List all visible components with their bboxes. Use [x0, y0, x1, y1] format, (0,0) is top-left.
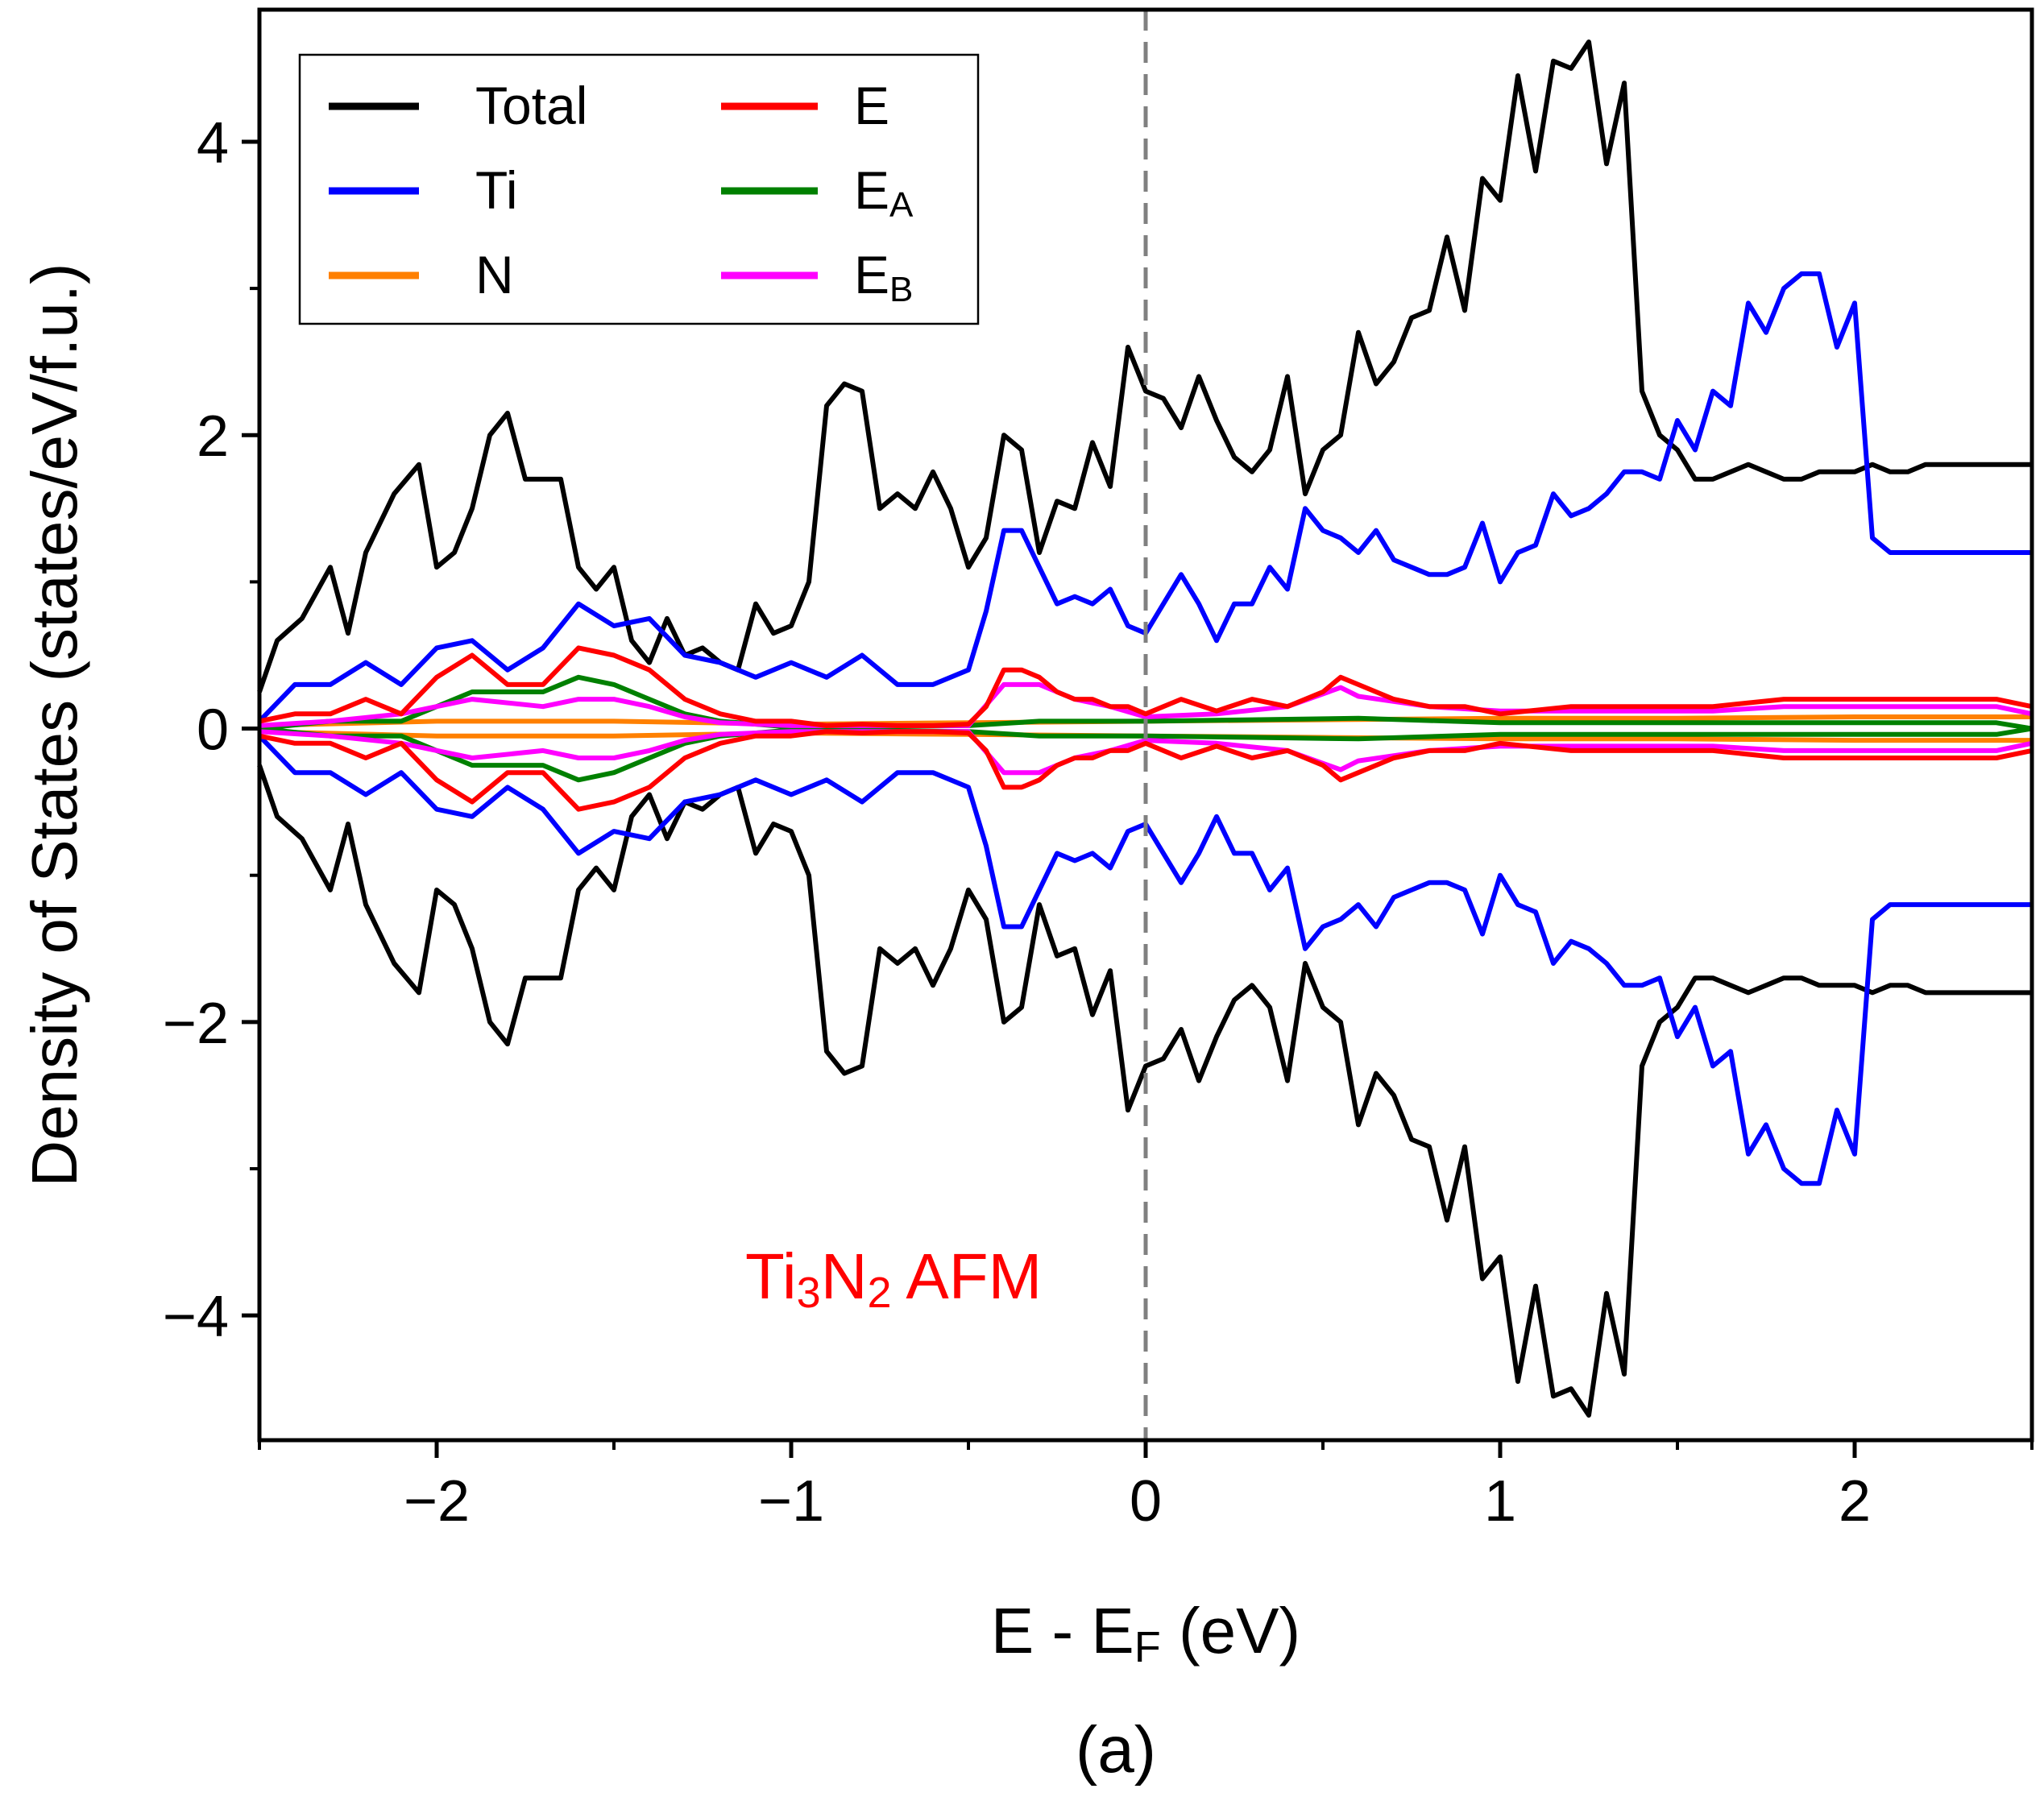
- legend-item-n: N: [329, 245, 514, 304]
- x-axis-label: E - EF (eV): [991, 1595, 1300, 1671]
- annotation-part-3: AFM: [892, 1240, 1043, 1312]
- x-tick-label: −2: [404, 1469, 470, 1534]
- plot-area: [257, 7, 2034, 1443]
- axis-ticks: −2 −1 0 1 2 −4 −2 0 2 4: [163, 111, 2034, 1534]
- legend-label-eb-main: E: [854, 245, 889, 304]
- x-tick-label: 1: [1484, 1469, 1516, 1534]
- series-total-spin-down: [257, 764, 2032, 1418]
- series-e-spin-down: [259, 729, 2033, 812]
- legend-item-eb: EB: [721, 245, 913, 309]
- legend-item-e: E: [721, 76, 889, 135]
- material-annotation: Ti3N2 AFM: [745, 1240, 1042, 1317]
- legend-label-eb-sub: B: [889, 270, 913, 309]
- legend-label-eb: EB: [854, 245, 913, 309]
- annotation-sub-2: 2: [868, 1269, 892, 1317]
- y-tick-label: −2: [163, 992, 229, 1056]
- y-tick-label: −4: [163, 1285, 229, 1349]
- legend-label-ea: EA: [854, 160, 914, 225]
- annotation-part-1: Ti: [745, 1240, 797, 1312]
- annotation-part-2: N: [821, 1240, 868, 1312]
- legend-label-total: Total: [475, 76, 587, 135]
- y-tick-label: 4: [197, 111, 229, 176]
- y-axis-label: Density of States (states/eV/f.u.): [19, 263, 90, 1186]
- annotation-sub-1: 3: [797, 1269, 821, 1317]
- legend-label-ti: Ti: [475, 160, 518, 220]
- legend-item-ea: EA: [721, 160, 914, 225]
- legend-label-n: N: [475, 245, 514, 304]
- x-tick-label: 0: [1130, 1469, 1162, 1534]
- legend-label-ea-main: E: [854, 160, 889, 220]
- y-tick-label: 2: [197, 404, 229, 469]
- legend-item-total: Total: [329, 76, 587, 135]
- x-axis-label-sub: F: [1134, 1623, 1161, 1671]
- legend-item-ti: Ti: [329, 160, 518, 220]
- series-e-spin-up: [259, 645, 2033, 728]
- x-tick-label: 2: [1839, 1469, 1871, 1534]
- series-total-spin-up: [257, 39, 2032, 693]
- x-tick-label: −1: [758, 1469, 824, 1534]
- series-ti-spin-down: [257, 734, 2032, 1186]
- x-axis-label-main: E - E: [991, 1595, 1134, 1667]
- legend-label-ea-sub: A: [889, 185, 914, 225]
- y-tick-label: 0: [197, 698, 229, 763]
- figure-caption: (a): [1076, 1713, 1156, 1787]
- legend-label-e: E: [854, 76, 889, 135]
- series-ti-spin-up: [257, 271, 2032, 723]
- x-axis-label-tail: (eV): [1161, 1595, 1300, 1667]
- legend: Total Ti N E EA EB: [298, 53, 980, 325]
